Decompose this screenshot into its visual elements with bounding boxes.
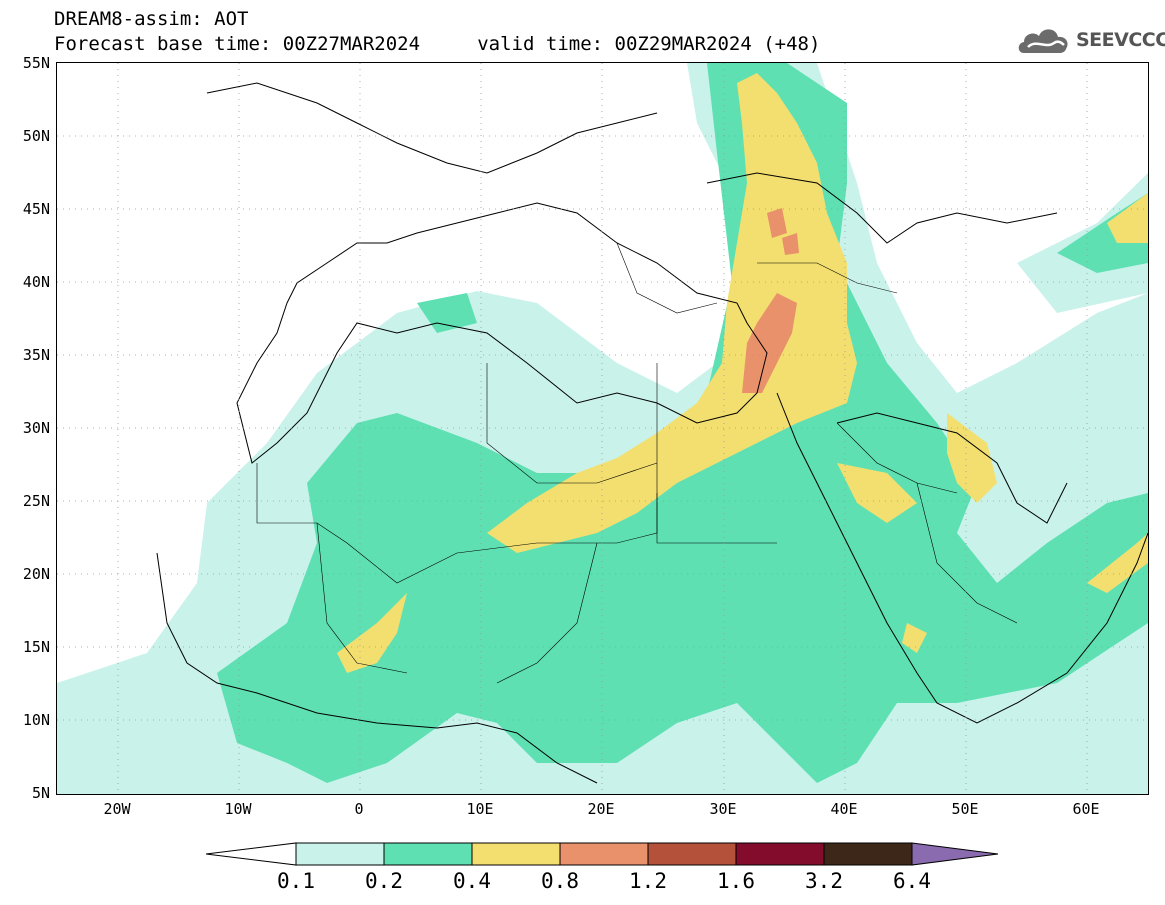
map-title: DREAM8-assim: AOT <box>54 8 249 30</box>
lon-label-60e: 60E <box>1072 800 1100 818</box>
colorbar-bin-0.8-1.2 <box>559 842 649 866</box>
lat-label-10n: 10N <box>22 711 50 729</box>
colorbar-label-6.4: 6.4 <box>893 869 931 893</box>
lon-label-10w: 10W <box>224 800 252 818</box>
aot-map <box>56 62 1149 795</box>
colorbar-bin-0.1-0.2 <box>295 842 385 866</box>
lat-label-30n: 30N <box>22 419 50 437</box>
coastlines <box>156 82 1148 784</box>
lat-label-15n: 15N <box>22 638 50 656</box>
colorbar-label-1.2: 1.2 <box>629 869 667 893</box>
lat-label-5n: 5N <box>31 784 50 802</box>
colorbar-bin-0.4-0.8 <box>471 842 561 866</box>
lon-label-30e: 30E <box>709 800 737 818</box>
colorbar-bin-1.6-3.2 <box>735 842 825 866</box>
colorbar-bin-3.2-6.4 <box>823 842 913 866</box>
country-borders <box>256 242 1018 684</box>
seevccc-logo: SEEVCCC <box>1016 22 1165 58</box>
lat-label-20n: 20N <box>22 565 50 583</box>
colorbar-label-1.6: 1.6 <box>717 869 755 893</box>
colorbar-bin-0.2-0.4 <box>383 842 473 866</box>
lon-label-10e: 10E <box>466 800 494 818</box>
colorbar <box>206 842 998 866</box>
lon-label-40e: 40E <box>830 800 858 818</box>
colorbar-bin-1.2-1.6 <box>647 842 737 866</box>
aot-field <box>57 63 1148 794</box>
lat-label-50n: 50N <box>22 127 50 145</box>
colorbar-over-arrow <box>911 842 998 866</box>
colorbar-label-0.1: 0.1 <box>277 869 315 893</box>
colorbar-label-0.8: 0.8 <box>541 869 579 893</box>
cloud-icon <box>1018 29 1068 53</box>
lon-label-50e: 50E <box>951 800 979 818</box>
aot-level-0.4 <box>337 73 1148 673</box>
lon-label-20w: 20W <box>103 800 131 818</box>
logo-text: SEEVCCC <box>1076 29 1165 51</box>
colorbar-label-0.2: 0.2 <box>365 869 403 893</box>
forecast-times: Forecast base time: 00Z27MAR2024 valid t… <box>54 33 821 55</box>
lon-label-0: 0 <box>354 800 364 818</box>
aot-level-0.8 <box>742 208 799 393</box>
lat-label-25n: 25N <box>22 492 50 510</box>
lat-label-40n: 40N <box>22 273 50 291</box>
lon-label-20e: 20E <box>587 800 615 818</box>
colorbar-label-0.4: 0.4 <box>453 869 491 893</box>
lat-label-55n: 55N <box>22 54 50 72</box>
lat-label-35n: 35N <box>22 346 50 364</box>
colorbar-under-arrow <box>206 842 297 866</box>
lat-label-45n: 45N <box>22 200 50 218</box>
colorbar-label-3.2: 3.2 <box>805 869 843 893</box>
